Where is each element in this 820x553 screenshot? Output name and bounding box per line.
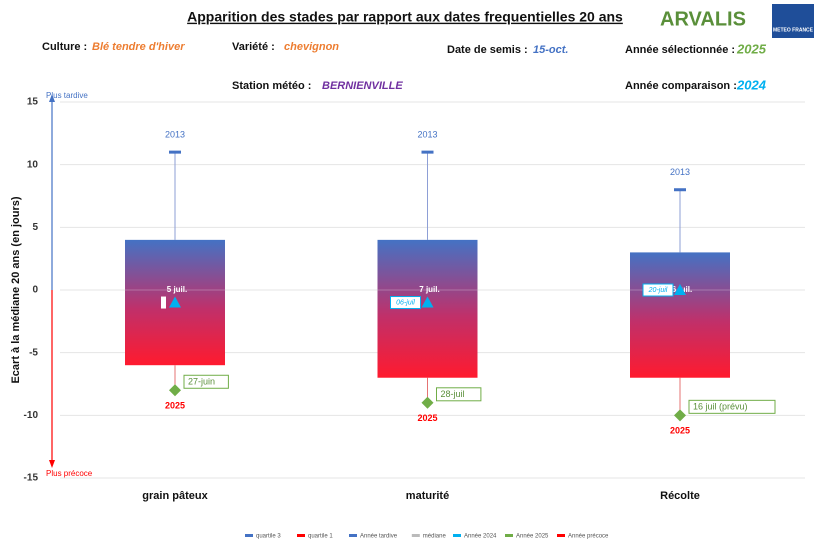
median-label: 5 juil. xyxy=(167,285,187,294)
label-box xyxy=(161,296,166,309)
y-axis-label: Ecart à la médiane 20 ans (en jours) xyxy=(10,196,22,383)
legend-swatch xyxy=(297,534,305,537)
min-year-label: 2025 xyxy=(165,401,185,411)
x-tick-label: Récolte xyxy=(660,490,700,502)
x-tick-label: grain pâteux xyxy=(142,490,208,502)
field-label: Date de semis : xyxy=(447,44,528,56)
label-box xyxy=(688,399,776,414)
legend-label: Année 2024 xyxy=(464,534,497,540)
label-box xyxy=(642,283,674,297)
legend-swatch xyxy=(453,534,461,537)
label-box xyxy=(436,387,482,402)
top-note: Plus tardive xyxy=(46,91,88,100)
marker-2025 xyxy=(674,409,686,422)
y-tick-label: 15 xyxy=(27,97,39,108)
label-2024: 06-juil xyxy=(396,299,415,306)
field-label: Culture : xyxy=(42,41,87,53)
field-value: chevignon xyxy=(284,41,339,53)
legend-swatch xyxy=(505,534,513,537)
legend-label: médiane xyxy=(423,534,447,540)
field-value: 2024 xyxy=(736,77,767,92)
legend-swatch xyxy=(411,534,420,537)
x-tick-label: maturité xyxy=(406,490,449,502)
max-year-label: 2013 xyxy=(670,167,690,177)
label-box xyxy=(390,296,421,310)
marker-2025 xyxy=(169,384,181,397)
logo: ARVALIS xyxy=(660,8,746,30)
marker-2024 xyxy=(421,296,434,308)
marker-2024 xyxy=(169,296,181,308)
max-year-label: 2013 xyxy=(417,130,437,140)
field-label: Année comparaison : xyxy=(625,80,737,92)
label-2025: 28-juil xyxy=(441,389,465,399)
field-value: 15-oct. xyxy=(533,44,568,56)
label-box xyxy=(183,374,229,389)
legend-label: quartile 3 xyxy=(256,534,281,540)
y-tick-label: 0 xyxy=(32,285,38,296)
title: Apparition des stades par rapport aux da… xyxy=(187,9,623,25)
field-value: Blé tendre d'hiver xyxy=(92,41,185,53)
marker-2025 xyxy=(421,396,434,409)
legend-label: Année 2025 xyxy=(516,534,549,540)
logo-box xyxy=(772,4,814,38)
min-year-label: 2025 xyxy=(417,413,437,423)
field-label: Variété : xyxy=(232,41,275,53)
legend-label: quartile 1 xyxy=(308,534,333,540)
label-2025: 27-juin xyxy=(188,377,215,387)
y-tick-label: -5 xyxy=(29,347,38,358)
arrow-head xyxy=(49,94,55,102)
marker-2024 xyxy=(674,284,686,295)
bottom-note: Plus précoce xyxy=(46,469,93,478)
legend-label: Année précoce xyxy=(568,534,609,540)
logo2: METEO FRANCE xyxy=(773,27,814,33)
legend-swatch xyxy=(557,534,565,537)
label-2025: 16 juil (prévu) xyxy=(693,402,748,412)
y-tick-label: 10 xyxy=(27,159,39,170)
arrow-head xyxy=(49,460,55,468)
legend-swatch xyxy=(245,534,253,537)
max-year-label: 2013 xyxy=(165,130,185,140)
y-tick-label: -10 xyxy=(24,410,39,421)
box xyxy=(630,252,730,378)
field-label: Station météo : xyxy=(232,80,311,92)
median-label: 7 juil. xyxy=(419,285,439,294)
field-value: 2025 xyxy=(736,41,767,56)
label-2024: 20-juil xyxy=(648,287,668,294)
y-tick-label: -15 xyxy=(24,473,39,484)
min-year-label: 2025 xyxy=(670,426,690,436)
field-label: Année sélectionnée : xyxy=(625,44,735,56)
field-value: BERNIENVILLE xyxy=(322,80,403,92)
y-tick-label: 5 xyxy=(32,222,38,233)
legend-swatch xyxy=(349,534,357,537)
legend-label: Année tardive xyxy=(360,534,398,540)
